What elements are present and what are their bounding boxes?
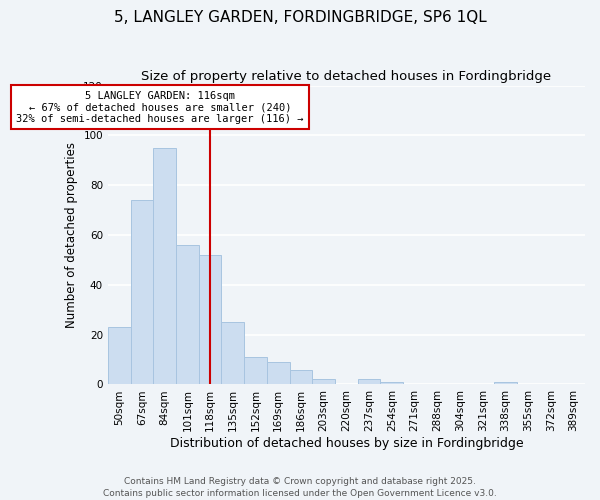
Bar xyxy=(494,382,517,384)
Bar xyxy=(358,380,380,384)
Bar xyxy=(108,327,131,384)
Bar xyxy=(221,322,244,384)
Bar xyxy=(313,380,335,384)
Bar xyxy=(244,357,267,384)
Title: Size of property relative to detached houses in Fordingbridge: Size of property relative to detached ho… xyxy=(142,70,551,83)
Text: Contains HM Land Registry data © Crown copyright and database right 2025.
Contai: Contains HM Land Registry data © Crown c… xyxy=(103,476,497,498)
Bar xyxy=(176,245,199,384)
Bar xyxy=(290,370,313,384)
X-axis label: Distribution of detached houses by size in Fordingbridge: Distribution of detached houses by size … xyxy=(170,437,523,450)
Bar xyxy=(131,200,153,384)
Bar xyxy=(153,148,176,384)
Bar xyxy=(267,362,290,384)
Bar xyxy=(199,255,221,384)
Bar xyxy=(380,382,403,384)
Text: 5, LANGLEY GARDEN, FORDINGBRIDGE, SP6 1QL: 5, LANGLEY GARDEN, FORDINGBRIDGE, SP6 1Q… xyxy=(113,10,487,25)
Text: 5 LANGLEY GARDEN: 116sqm
← 67% of detached houses are smaller (240)
32% of semi-: 5 LANGLEY GARDEN: 116sqm ← 67% of detach… xyxy=(16,90,304,124)
Y-axis label: Number of detached properties: Number of detached properties xyxy=(65,142,77,328)
